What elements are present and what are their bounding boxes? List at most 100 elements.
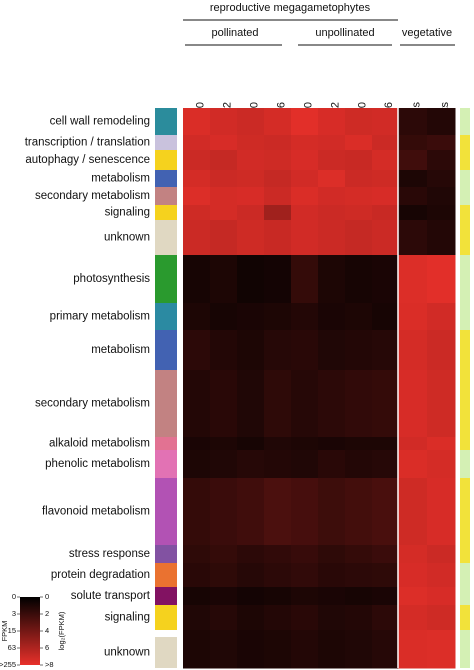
category-label: signaling [105, 207, 150, 219]
heat-cell [345, 170, 373, 188]
marker-strip [460, 150, 470, 170]
heat-cell [398, 187, 428, 206]
heat-cell [183, 220, 211, 256]
marker-strip [460, 108, 470, 135]
heat-cell [398, 587, 428, 606]
heat-cell [372, 108, 399, 136]
heat-cell [264, 108, 292, 136]
marker-strip [460, 450, 470, 478]
heat-cell [318, 450, 346, 479]
category-label: autophagy / senescence [25, 154, 150, 166]
heat-cell [427, 587, 456, 606]
colorbar-tick-label: 4 [45, 626, 49, 635]
heat-cell [427, 437, 456, 451]
heat-cell [318, 150, 346, 171]
heat-cell [318, 630, 346, 669]
heat-cell [210, 478, 238, 546]
category-swatch [155, 303, 177, 330]
heat-cell [183, 450, 211, 479]
category-label: stress response [69, 548, 150, 560]
category-label: secondary metabolism [35, 190, 150, 202]
heat-cell [345, 205, 373, 221]
heat-cell [345, 478, 373, 546]
heat-cell [237, 478, 265, 546]
heat-cell [398, 437, 428, 451]
heat-cell [427, 478, 456, 546]
category-swatch [155, 170, 177, 187]
heat-cell [345, 587, 373, 606]
heat-cell [427, 450, 456, 479]
fpkm-tick-label: 63 [8, 643, 16, 652]
category-swatch [155, 605, 177, 630]
category-label: solute transport [71, 590, 151, 602]
colorbar-tick-label: 2 [45, 609, 49, 618]
heat-cell [264, 255, 292, 304]
heat-cell [291, 170, 319, 188]
category-label: protein degradation [51, 569, 150, 581]
heat-cell [210, 563, 238, 588]
heat-cell [210, 630, 238, 669]
heat-cell [372, 545, 399, 564]
heat-cell [372, 478, 399, 546]
category-label: signaling [105, 612, 150, 624]
heat-cell [264, 630, 292, 669]
heat-cell [398, 150, 428, 171]
heat-cell [237, 303, 265, 331]
heat-cell [183, 630, 211, 669]
heat-cell [291, 205, 319, 221]
heat-cell [398, 330, 428, 371]
heat-cell [372, 630, 399, 669]
heat-cell [264, 135, 292, 151]
heat-cell [183, 135, 211, 151]
heat-cell [318, 437, 346, 451]
category-swatch [155, 108, 177, 135]
group-title: reproductive megagametophytes [210, 2, 371, 14]
heat-cell [345, 150, 373, 171]
heat-cell [264, 605, 292, 631]
heat-cell [210, 545, 238, 564]
heat-cell [427, 303, 456, 331]
heat-cell [237, 437, 265, 451]
heat-cell [291, 108, 319, 136]
heat-cell [427, 605, 456, 631]
heat-cell [398, 220, 428, 256]
heat-cell [318, 303, 346, 331]
heat-cell [372, 303, 399, 331]
category-swatch [155, 187, 177, 205]
heat-cell [372, 450, 399, 479]
marker-strip [460, 478, 470, 545]
heat-cell [237, 370, 265, 438]
heat-cell [398, 303, 428, 331]
heat-cell [398, 450, 428, 479]
heat-cell [291, 220, 319, 256]
heat-cell [427, 135, 456, 151]
heat-cell [427, 108, 456, 136]
heat-cell [183, 587, 211, 606]
heat-cell [183, 187, 211, 206]
colorbar [20, 597, 40, 665]
heat-cell [427, 205, 456, 221]
marker-strip [460, 563, 470, 587]
category-swatch [155, 437, 177, 450]
marker-strip [460, 255, 470, 303]
group-label: pollinated [211, 27, 258, 39]
category-swatch [155, 220, 177, 255]
marker-strip [460, 587, 470, 605]
heat-cell [264, 150, 292, 171]
heat-cell [237, 545, 265, 564]
heat-cell [398, 563, 428, 588]
heat-cell [210, 587, 238, 606]
heat-cell [237, 220, 265, 256]
heat-cell [345, 450, 373, 479]
heat-cell [264, 478, 292, 546]
heat-cell [318, 255, 346, 304]
heat-cell [183, 545, 211, 564]
heat-cell [237, 255, 265, 304]
heat-cell [372, 187, 399, 206]
heat-cell [183, 563, 211, 588]
category-swatch [155, 370, 177, 437]
category-swatch [155, 150, 177, 170]
category-label: secondary metabolism [35, 398, 150, 410]
heat-cell [318, 370, 346, 438]
heat-cell [318, 605, 346, 631]
